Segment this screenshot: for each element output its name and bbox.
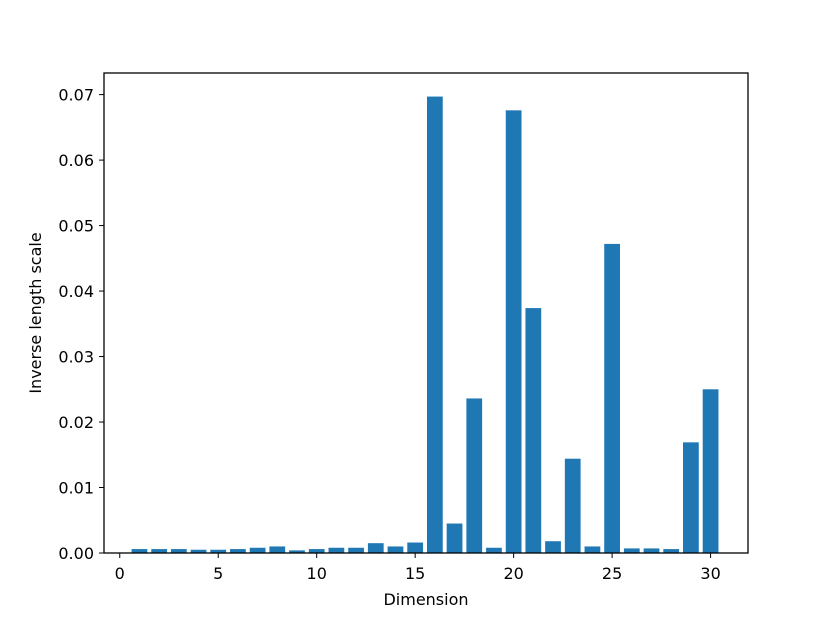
bar	[367, 543, 384, 553]
x-axis-label: Dimension	[383, 590, 468, 609]
bar	[230, 549, 246, 553]
x-tick-label: 30	[700, 564, 720, 583]
y-axis-ticks: 0.00 0.01 0.02 0.03 0.04 0.05 0.06 0.07	[58, 86, 104, 563]
bar	[348, 547, 364, 553]
bar	[131, 549, 148, 553]
bar	[623, 548, 640, 553]
bar	[151, 549, 168, 553]
bar	[584, 546, 601, 553]
y-tick-label: 0.06	[58, 151, 94, 170]
bar	[210, 549, 227, 553]
y-tick-label: 0.00	[58, 544, 94, 563]
y-tick-label: 0.04	[58, 282, 94, 301]
bar	[604, 243, 620, 553]
bar	[407, 542, 424, 553]
plot-frame	[103, 72, 749, 554]
bar	[269, 546, 286, 553]
bar	[170, 549, 187, 553]
bar	[643, 548, 660, 553]
x-tick-label: 25	[602, 564, 622, 583]
x-tick-label: 0	[115, 564, 125, 583]
y-tick-label: 0.07	[58, 86, 94, 105]
bar	[683, 442, 699, 553]
y-tick-label: 0.01	[58, 479, 94, 498]
bar	[289, 550, 305, 553]
x-axis-ticks: 0 5 10 15 20 25 30	[115, 553, 721, 583]
bar	[426, 96, 443, 554]
y-tick-label: 0.05	[58, 217, 94, 236]
bar	[486, 547, 502, 553]
bar	[190, 549, 207, 553]
bar	[446, 523, 463, 553]
bar	[466, 398, 483, 553]
bar	[328, 547, 345, 553]
bar	[702, 389, 719, 553]
bar	[249, 547, 266, 553]
x-tick-label: 10	[307, 564, 327, 583]
x-tick-label: 15	[405, 564, 425, 583]
bar	[525, 308, 542, 553]
y-tick-label: 0.03	[58, 348, 94, 367]
bar	[387, 546, 404, 553]
bar	[545, 541, 561, 553]
x-tick-label: 5	[213, 564, 223, 583]
bars-group	[131, 96, 719, 554]
y-axis-label: Inverse length scale	[26, 232, 45, 393]
bar	[663, 549, 680, 553]
x-tick-label: 20	[503, 564, 523, 583]
bar	[564, 458, 581, 553]
bar	[308, 549, 325, 553]
y-tick-label: 0.02	[58, 413, 94, 432]
bar	[505, 110, 522, 554]
